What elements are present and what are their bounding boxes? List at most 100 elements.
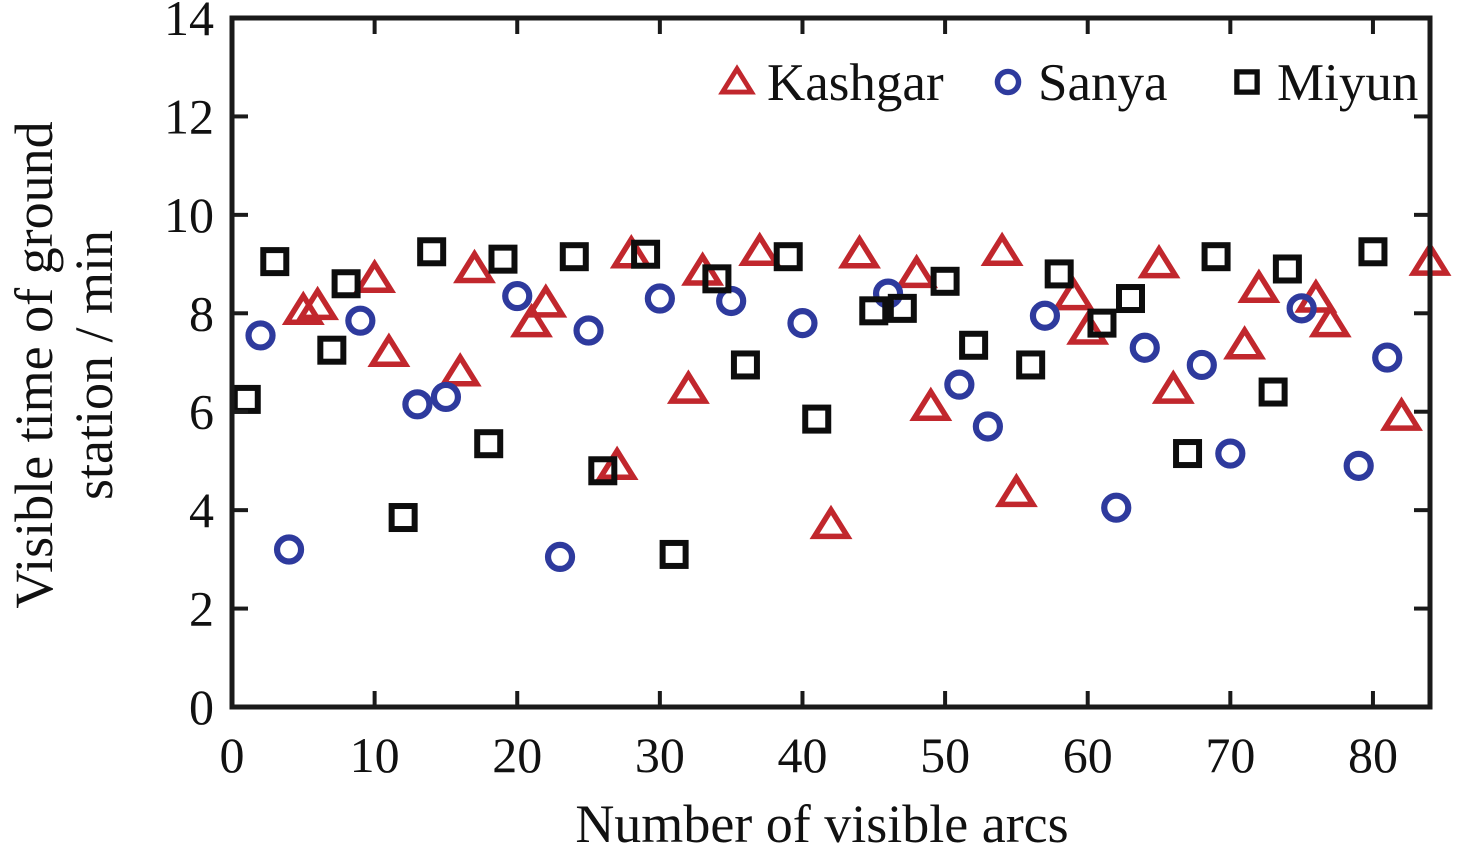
y-tick-label: 12	[164, 88, 214, 144]
markers-layer	[231, 231, 1452, 572]
data-point-miyun	[331, 269, 361, 299]
legend-label: Sanya	[1038, 54, 1168, 112]
data-point-miyun	[773, 242, 803, 272]
data-point-miyun	[231, 384, 261, 414]
data-point-kashgar	[980, 231, 1024, 267]
data-point-miyun	[1044, 259, 1074, 289]
legend-triangle-icon	[718, 64, 756, 95]
data-point-miyun	[887, 293, 917, 323]
data-point-kashgar	[738, 231, 782, 267]
data-point-sanya	[273, 534, 305, 565]
x-tick-label: 80	[1348, 727, 1398, 783]
data-point-miyun	[559, 242, 589, 272]
data-point-miyun	[260, 247, 290, 277]
data-point-kashgar	[1308, 302, 1352, 338]
y-tick-label: 14	[164, 0, 214, 46]
data-point-sanya	[245, 320, 276, 351]
y-tick-label: 2	[189, 581, 214, 637]
data-point-sanya	[1372, 342, 1403, 373]
x-tick-label: 10	[350, 727, 400, 783]
data-point-sanya	[972, 411, 1003, 442]
data-point-kashgar	[1237, 268, 1281, 303]
data-point-kashgar	[524, 283, 568, 318]
data-point-miyun	[588, 456, 618, 486]
data-point-miyun	[417, 237, 447, 267]
data-point-kashgar	[1151, 369, 1195, 404]
data-point-kashgar	[838, 233, 881, 269]
data-point-sanya	[1186, 349, 1217, 381]
x-axis-title: Number of visible arcs	[575, 794, 1068, 854]
data-point-miyun	[1258, 377, 1288, 407]
tick-labels-layer: 0 10 20 30 40 50 60 70 80 0 2 4 6 8 10 12 14	[164, 0, 1398, 783]
legend: Kashgar Sanya Miyun	[718, 54, 1418, 112]
data-point-kashgar	[809, 504, 853, 540]
data-point-kashgar	[367, 332, 411, 367]
data-point-kashgar	[438, 352, 482, 387]
plot-frame	[229, 15, 1433, 710]
x-tick-label: 60	[1063, 727, 1113, 783]
y-tick-label: 6	[189, 384, 214, 440]
legend-square-icon	[1234, 69, 1260, 95]
data-point-miyun	[802, 404, 832, 434]
legend-item-kashgar: Kashgar	[718, 54, 944, 112]
data-point-miyun	[859, 296, 889, 326]
data-point-miyun	[730, 350, 760, 380]
y-tick-label: 0	[189, 679, 214, 735]
data-point-miyun	[1358, 237, 1388, 267]
y-tick-label: 4	[189, 482, 214, 538]
data-point-sanya	[502, 280, 533, 312]
y-axis-title-line-1: Visible time of ground	[4, 121, 64, 608]
data-point-miyun	[1087, 308, 1117, 338]
data-point-kashgar	[994, 472, 1038, 508]
data-point-kashgar	[1052, 275, 1095, 311]
data-point-kashgar	[666, 369, 710, 404]
data-point-sanya	[1286, 293, 1317, 324]
data-point-miyun	[930, 266, 960, 296]
data-point-sanya	[1129, 332, 1160, 363]
data-point-miyun	[1116, 284, 1145, 314]
data-point-kashgar	[1066, 310, 1110, 345]
data-point-sanya	[1101, 492, 1132, 523]
data-point-miyun	[488, 244, 518, 274]
y-tick-label: 8	[189, 285, 214, 341]
y-tick-label: 10	[164, 187, 214, 243]
data-point-kashgar	[296, 285, 340, 321]
legend-label: Kashgar	[767, 54, 944, 112]
legend-circle-icon	[994, 68, 1022, 96]
axes-layer	[229, 15, 1433, 710]
data-point-kashgar	[1223, 325, 1267, 360]
data-point-miyun	[1201, 242, 1231, 272]
data-point-sanya	[787, 308, 818, 339]
data-point-sanya	[644, 283, 675, 314]
x-tick-label: 30	[635, 727, 685, 783]
data-point-kashgar	[453, 248, 496, 284]
data-point-sanya	[573, 315, 604, 346]
data-point-sanya	[430, 381, 462, 413]
data-point-sanya	[544, 541, 576, 572]
data-point-kashgar	[281, 290, 325, 326]
data-point-miyun	[1016, 350, 1046, 380]
data-point-miyun	[959, 330, 989, 360]
data-point-sanya	[1343, 450, 1374, 481]
y-axis-title-line-2: station / min	[64, 230, 124, 500]
data-point-miyun	[702, 264, 732, 294]
data-point-kashgar	[909, 386, 953, 422]
legend-label: Miyun	[1277, 54, 1418, 112]
data-point-sanya	[944, 369, 975, 400]
data-point-miyun	[659, 539, 689, 569]
data-point-miyun	[1272, 254, 1302, 284]
data-point-miyun	[1173, 439, 1203, 469]
x-tick-label: 40	[777, 727, 827, 783]
data-point-sanya	[402, 389, 433, 420]
x-tick-label: 50	[920, 727, 970, 783]
data-point-miyun	[631, 239, 661, 269]
x-tick-label: 70	[1205, 727, 1255, 783]
data-point-kashgar	[510, 302, 553, 338]
data-point-kashgar	[1137, 243, 1181, 279]
data-point-sanya	[1029, 300, 1061, 331]
x-tick-label: 20	[492, 727, 542, 783]
legend-item-sanya: Sanya	[994, 54, 1168, 112]
data-point-kashgar	[353, 258, 397, 294]
